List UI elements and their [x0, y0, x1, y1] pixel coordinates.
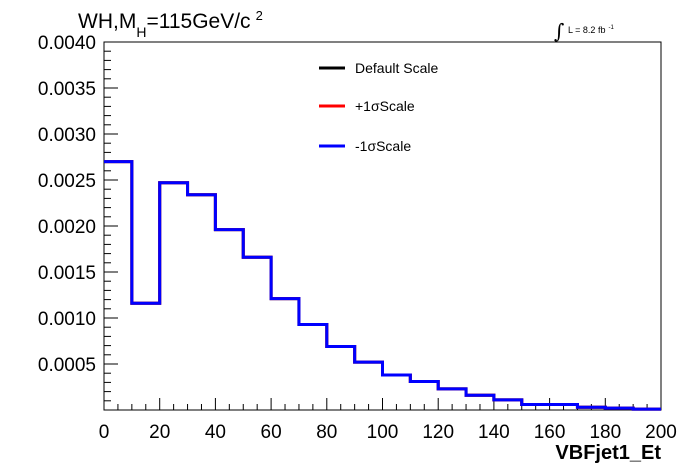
x-tick-label: 180	[589, 422, 621, 443]
x-axis-label: VBFjet1_Et	[555, 442, 661, 464]
x-tick-label: 0	[99, 422, 110, 443]
x-tick-label: 120	[422, 422, 454, 443]
luminosity-integral-sign: ∫	[554, 19, 564, 43]
y-tick-label: 0.0010	[38, 309, 96, 330]
luminosity-superscript: -1	[608, 25, 614, 31]
chart-title-subscript: H	[136, 24, 146, 40]
x-tick-label: 60	[261, 422, 282, 443]
luminosity-text: L = 8.2 fb	[568, 25, 605, 35]
x-tick-label: 160	[534, 422, 566, 443]
x-tick-label: 200	[645, 422, 677, 443]
y-axis: 0.0005 0.0010 0.0015 0.0020 0.0025 0.0030 0.00…	[38, 33, 118, 402]
x-tick-label: 40	[205, 422, 226, 443]
x-tick-label: 140	[478, 422, 510, 443]
y-tick-label: 0.0030	[38, 125, 96, 146]
legend-label: +1σScale	[355, 98, 415, 114]
legend-label: Default Scale	[355, 60, 438, 76]
y-tick-label: 0.0035	[38, 79, 96, 100]
y-tick-label: 0.0015	[38, 263, 96, 284]
y-tick-label: 0.0005	[38, 355, 96, 376]
y-tick-label: 0.0020	[38, 217, 96, 238]
chart-title-rest: =115GeV/c	[146, 10, 250, 33]
chart-title-superscript: 2	[256, 8, 263, 23]
legend: Default Scale +1σScale -1σScale	[319, 60, 438, 154]
series-layer	[104, 160, 661, 411]
y-tick-label: 0.0025	[38, 171, 96, 192]
y-tick-label: 0.0040	[38, 33, 96, 54]
x-axis: 0 20 40 60 80 100 120 140 160 180 200	[99, 398, 677, 443]
x-tick-label: 20	[149, 422, 170, 443]
x-tick-label: 100	[367, 422, 399, 443]
luminosity-label: L = 8.2 fb -1	[568, 25, 614, 35]
series-line--1σScale	[104, 160, 661, 411]
legend-label: -1σScale	[355, 138, 411, 154]
chart-title-main: WH,M	[78, 10, 136, 33]
x-tick-label: 80	[316, 422, 337, 443]
chart-title: WH,MH=115GeV/c 2	[78, 8, 263, 40]
